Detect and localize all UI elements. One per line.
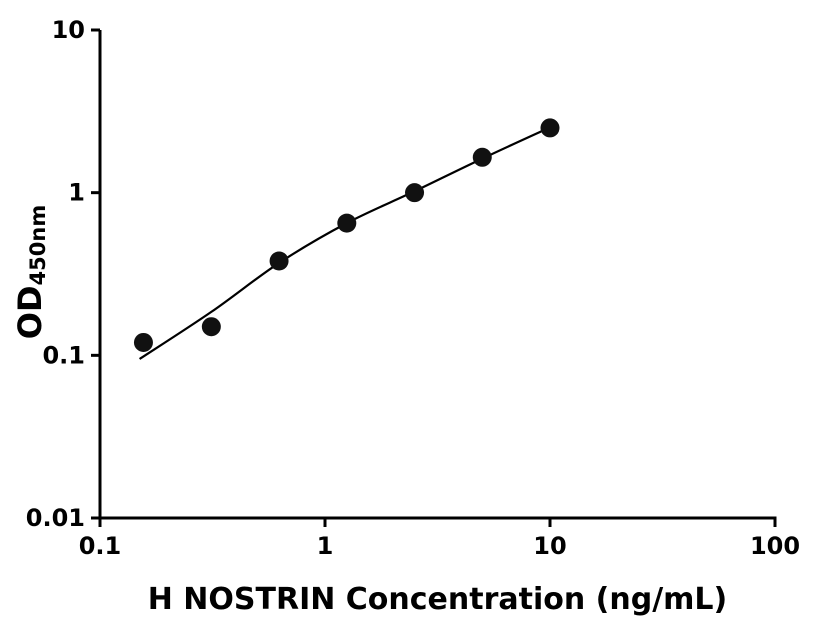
data-point [133,332,153,352]
y-axis-title-subscript: 450nm [26,204,50,286]
data-point [405,183,425,203]
data-point [540,118,560,138]
x-tick-label: 10 [533,532,566,560]
data-point [269,251,289,271]
y-tick-label: 0.01 [26,504,85,532]
y-axis-title-main: OD [11,285,49,340]
x-axis-title: H NOSTRIN Concentration (ng/mL) [147,582,728,617]
y-tick-label: 0.1 [42,341,85,369]
data-point [472,147,492,167]
data-point [201,317,221,337]
y-tick-label: 1 [68,179,85,207]
x-tick-label: 100 [750,532,800,560]
y-axis-title: OD450nm [11,204,50,340]
data-point [337,213,357,233]
x-tick-label: 1 [317,532,334,560]
x-tick-label: 0.1 [79,532,122,560]
y-tick-label: 10 [52,16,85,44]
